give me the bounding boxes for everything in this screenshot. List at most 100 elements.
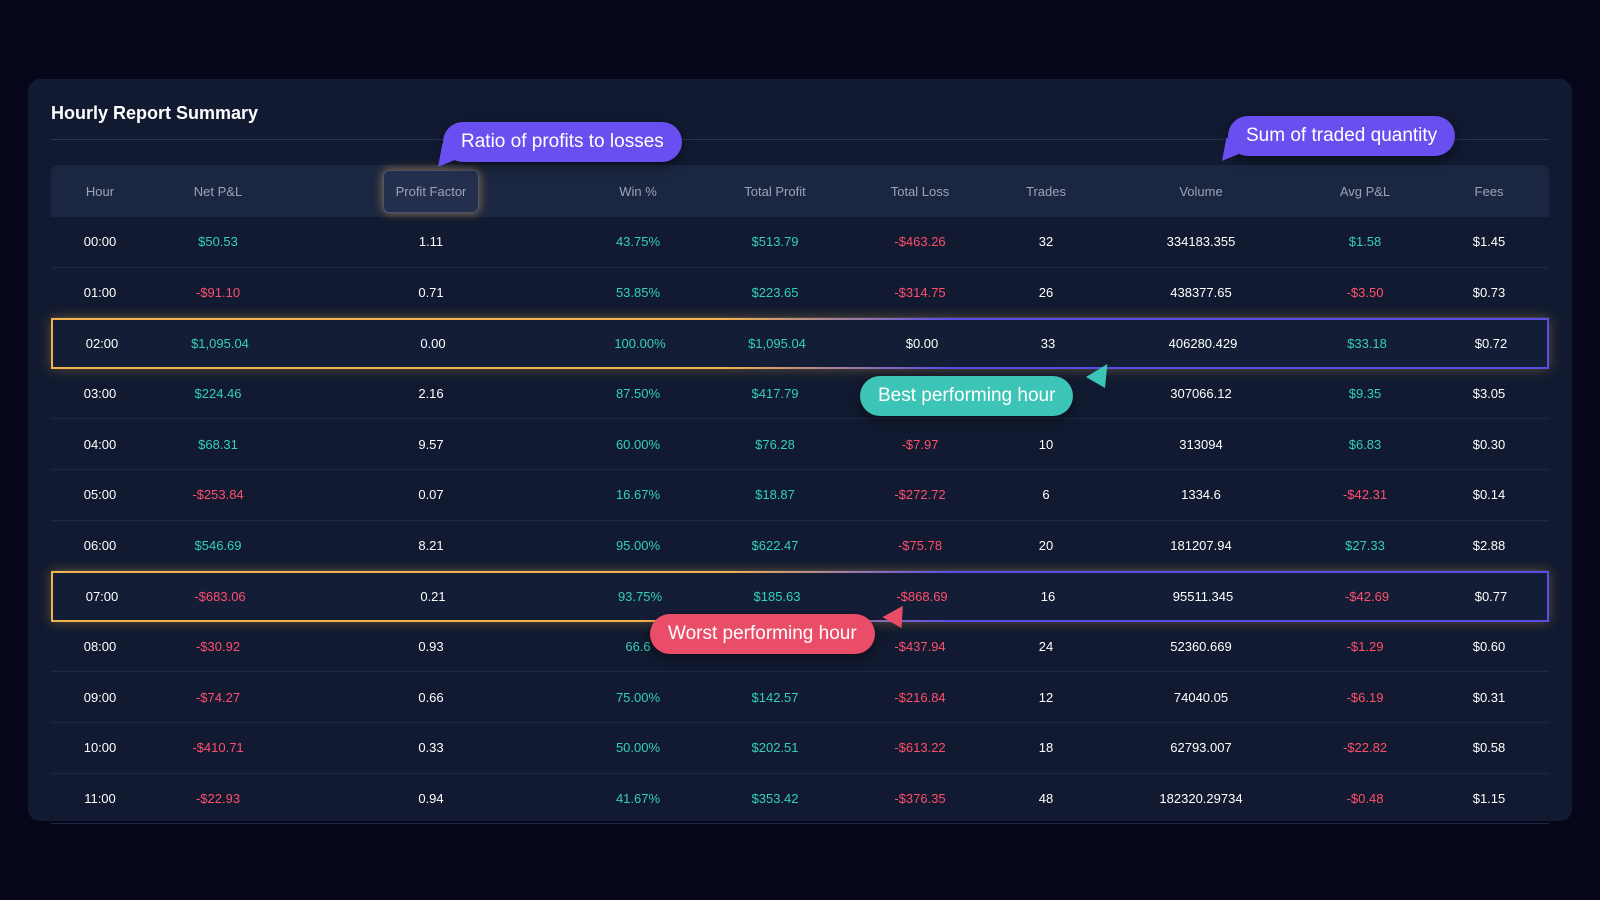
cell-profit-factor: 0.21 [420,588,446,604]
column-header-profit-factor[interactable]: Profit Factor [287,169,575,213]
cell-total-loss: -$463.26 [894,234,946,250]
table-row[interactable]: 09:00 -$74.27 0.66 75.00% $142.57 -$216.84 12 7… [51,672,1549,723]
cell-win-pct: 75.00% [615,689,661,705]
cell-volume: 1334.6 [1181,487,1221,503]
cell-profit-factor: 8.21 [418,537,444,553]
table-row[interactable]: 05:00 -$253.84 0.07 16.67% $18.87 -$272.72 6 13… [51,470,1549,521]
cell-total-loss: -$376.35 [894,790,946,806]
cell-trades: 32 [1038,234,1054,250]
cell-volume: 313094 [1179,436,1223,452]
cell-avg-pnl: -$0.48 [1346,790,1384,806]
cell-trades: 33 [1040,335,1056,351]
cell-fees: $1.15 [1472,790,1506,806]
title-divider [51,139,1549,140]
column-header-avg-pnl[interactable]: Avg P&L [1339,183,1391,199]
table-row[interactable]: 10:00 -$410.71 0.33 50.00% $202.51 -$613.22 18… [51,723,1549,774]
column-header-trades[interactable]: Trades [1026,183,1066,199]
cell-net-pnl: -$683.06 [194,588,246,604]
cell-trades: 6 [1042,487,1050,503]
cell-profit-factor: 9.57 [418,436,444,452]
cell-net-pnl: -$74.27 [195,689,241,705]
cell-avg-pnl: $6.83 [1348,436,1382,452]
cell-hour: 01:00 [83,284,117,300]
cell-win-pct: 66.6 [625,639,651,655]
cell-fees: $0.58 [1472,740,1506,756]
column-header-total-loss[interactable]: Total Loss [890,183,950,199]
table-body: 00:00 $50.53 1.11 43.75% $513.79 -$463.26 32 33… [51,217,1549,825]
cell-avg-pnl: $33.18 [1347,335,1387,351]
cell-profit-factor: 0.66 [418,689,444,705]
cell-volume: 74040.05 [1173,689,1229,705]
cell-avg-pnl: $27.33 [1345,537,1385,553]
cell-avg-pnl: -$6.19 [1346,689,1384,705]
table-row[interactable]: 08:00 -$30.92 0.93 66.6 -$437.94 24 52360.669 -… [51,622,1549,673]
column-header-net-pnl[interactable]: Net P&L [193,183,243,199]
cell-avg-pnl: -$22.82 [1342,740,1388,756]
cell-avg-pnl: $1.58 [1348,234,1382,250]
cell-net-pnl: $1,095.04 [191,335,249,351]
table-row[interactable]: 04:00 $68.31 9.57 60.00% $76.28 -$7.97 10 31309… [51,419,1549,470]
cell-total-profit: $185.63 [753,588,801,604]
cell-fees: $0.77 [1474,588,1508,604]
cell-trades: 16 [1040,588,1056,604]
cell-win-pct: 41.67% [615,790,661,806]
profit-factor-header-highlight[interactable]: Profit Factor [382,169,480,213]
cell-profit-factor: 0.71 [418,284,444,300]
table-row[interactable]: 03:00 $224.46 2.16 87.50% $417.79 307066.12 $9… [51,369,1549,420]
cell-profit-factor: 2.16 [418,386,444,402]
cell-avg-pnl: -$1.29 [1346,639,1384,655]
cell-hour: 05:00 [83,487,117,503]
cell-hour: 07:00 [85,588,119,604]
cell-trades: 10 [1038,436,1054,452]
callout-best-hour: Best performing hour [860,376,1074,416]
cell-total-profit: $142.57 [751,689,799,705]
cell-total-profit: $353.42 [751,790,799,806]
column-header-volume[interactable]: Volume [1179,183,1223,199]
report-title: Hourly Report Summary [51,103,259,123]
table-row-best[interactable]: 02:00 $1,095.04 0.00 100.00% $1,095.04 $0.00 3… [51,318,1549,369]
table-row[interactable]: 01:00 -$91.10 0.71 53.85% $223.65 -$314.75 26 4… [51,268,1549,319]
cell-net-pnl: -$30.92 [195,639,241,655]
cell-hour: 06:00 [83,537,117,553]
cell-volume: 334183.355 [1166,234,1236,250]
cell-volume: 181207.94 [1170,537,1232,553]
table-row[interactable]: 11:00 -$22.93 0.94 41.67% $353.42 -$376.35 48 1… [51,774,1549,825]
cell-fees: $0.73 [1472,284,1506,300]
cell-hour: 02:00 [85,335,119,351]
column-header-fees[interactable]: Fees [1474,183,1504,199]
cell-total-profit: $1,095.04 [748,335,806,351]
cell-avg-pnl: $9.35 [1348,386,1382,402]
column-header-hour[interactable]: Hour [85,183,115,199]
cell-win-pct: 43.75% [615,234,661,250]
cell-hour: 09:00 [83,689,117,705]
callout-worst-hour: Worst performing hour [650,614,875,654]
cell-win-pct: 100.00% [614,335,666,351]
cell-win-pct: 93.75% [617,588,663,604]
cell-hour: 08:00 [83,639,117,655]
cell-volume: 307066.12 [1170,386,1232,402]
table-row-worst[interactable]: 07:00 -$683.06 0.21 93.75% $185.63 -$868.69 16… [51,571,1549,622]
table-row[interactable]: 06:00 $546.69 8.21 95.00% $622.47 -$75.78 20 18… [51,521,1549,572]
cell-total-loss: $0.00 [905,335,939,351]
cell-trades: 12 [1038,689,1054,705]
cell-net-pnl: -$410.71 [192,740,244,756]
cell-trades: 20 [1038,537,1054,553]
cell-win-pct: 16.67% [615,487,661,503]
cell-win-pct: 50.00% [615,740,661,756]
cell-total-loss: -$216.84 [894,689,946,705]
cell-net-pnl: $546.69 [194,537,242,553]
cell-net-pnl: -$22.93 [195,790,241,806]
cell-fees: $0.14 [1472,487,1506,503]
table-row[interactable]: 00:00 $50.53 1.11 43.75% $513.79 -$463.26 32 33… [51,217,1549,268]
table-header: Hour Net P&L Profit Factor Win % Total Profi… [51,165,1549,217]
cell-avg-pnl: -$42.69 [1344,588,1390,604]
cell-hour: 11:00 [84,790,116,806]
cell-fees: $3.05 [1472,386,1506,402]
cell-volume: 62793.007 [1170,740,1232,756]
cell-total-loss: -$613.22 [894,740,946,756]
cell-volume: 406280.429 [1168,335,1238,351]
cell-net-pnl: $50.53 [198,234,238,250]
column-header-total-profit[interactable]: Total Profit [744,183,806,199]
cell-hour: 04:00 [83,436,117,452]
column-header-win-pct[interactable]: Win % [619,183,657,199]
